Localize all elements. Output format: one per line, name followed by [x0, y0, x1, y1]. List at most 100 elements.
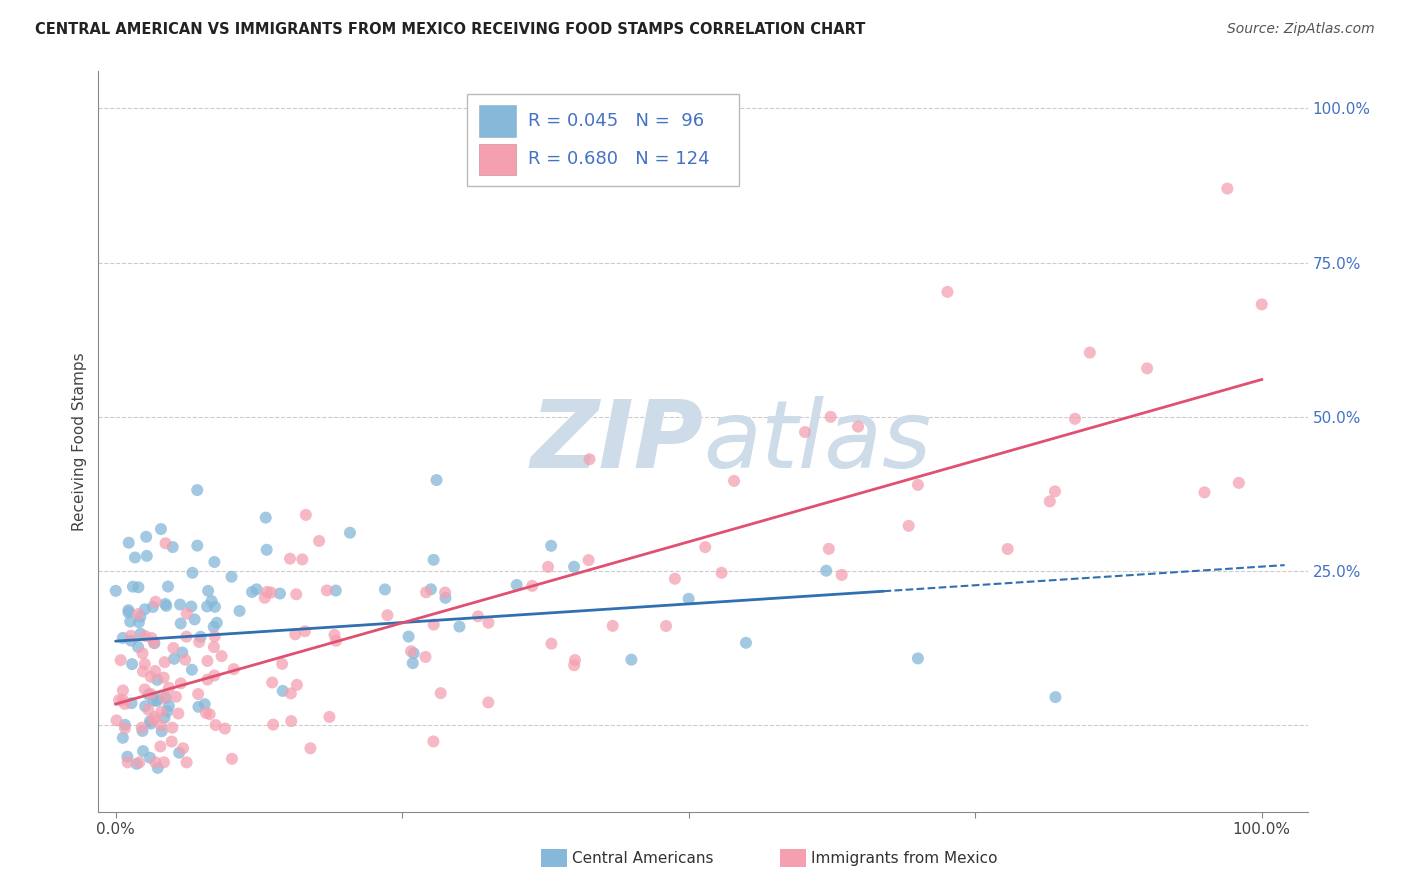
- Point: [149, 739, 172, 754]
- Point: [1136, 361, 1159, 376]
- Point: [710, 566, 733, 580]
- Point: [128, 756, 150, 770]
- Point: [132, 744, 155, 758]
- Point: [132, 665, 155, 679]
- Point: [146, 761, 169, 775]
- Point: [907, 478, 929, 492]
- Text: CENTRAL AMERICAN VS IMMIGRANTS FROM MEXICO RECEIVING FOOD STAMPS CORRELATION CHA: CENTRAL AMERICAN VS IMMIGRANTS FROM MEXI…: [35, 22, 866, 37]
- Point: [195, 599, 218, 614]
- Point: [145, 595, 167, 609]
- Point: [205, 615, 228, 630]
- Point: [127, 607, 149, 621]
- Point: [299, 741, 322, 756]
- Point: [186, 539, 208, 553]
- Point: [143, 636, 166, 650]
- Point: [278, 551, 301, 566]
- Point: [176, 607, 198, 621]
- Point: [1043, 484, 1066, 499]
- Point: [114, 697, 136, 711]
- Point: [134, 657, 156, 671]
- Point: [169, 598, 191, 612]
- Point: [522, 579, 544, 593]
- Point: [122, 580, 145, 594]
- Point: [202, 668, 225, 682]
- Point: [506, 578, 529, 592]
- Point: [294, 624, 316, 639]
- Point: [1045, 690, 1067, 705]
- Point: [170, 616, 193, 631]
- Point: [723, 474, 745, 488]
- Point: [181, 566, 204, 580]
- Point: [202, 640, 225, 654]
- Point: [285, 678, 308, 692]
- Point: [118, 535, 141, 549]
- Point: [149, 522, 172, 536]
- Point: [846, 419, 869, 434]
- Point: [190, 630, 212, 644]
- Point: [339, 525, 361, 540]
- Point: [187, 699, 209, 714]
- Point: [540, 637, 562, 651]
- Point: [125, 756, 148, 771]
- Point: [256, 585, 278, 599]
- Point: [399, 644, 422, 658]
- Point: [323, 628, 346, 642]
- Point: [422, 617, 444, 632]
- Point: [121, 657, 143, 672]
- Point: [285, 587, 308, 601]
- Point: [155, 599, 177, 613]
- Point: [425, 473, 447, 487]
- Point: [155, 690, 177, 705]
- Point: [162, 721, 184, 735]
- Point: [153, 655, 176, 669]
- Point: [111, 631, 134, 645]
- Point: [117, 756, 139, 770]
- Point: [420, 582, 443, 597]
- Point: [153, 711, 176, 725]
- Point: [114, 718, 136, 732]
- Point: [467, 609, 489, 624]
- Point: [253, 591, 276, 605]
- Point: [228, 604, 250, 618]
- Point: [269, 586, 291, 600]
- Point: [187, 687, 209, 701]
- Point: [374, 582, 396, 597]
- Text: ZIP: ZIP: [530, 395, 703, 488]
- Point: [131, 723, 153, 738]
- Point: [325, 583, 347, 598]
- Point: [114, 721, 136, 735]
- Point: [170, 676, 193, 690]
- Point: [110, 653, 132, 667]
- Point: [831, 568, 853, 582]
- Point: [202, 620, 225, 634]
- Point: [1227, 475, 1250, 490]
- Point: [195, 706, 218, 720]
- Point: [221, 570, 243, 584]
- Point: [156, 704, 179, 718]
- Point: [664, 572, 686, 586]
- Point: [129, 627, 152, 641]
- Point: [157, 681, 180, 695]
- Point: [134, 602, 156, 616]
- Point: [155, 597, 177, 611]
- Point: [280, 686, 302, 700]
- Point: [186, 483, 208, 497]
- Point: [117, 603, 139, 617]
- Text: Central Americans: Central Americans: [572, 851, 714, 865]
- Point: [146, 673, 169, 687]
- Point: [602, 619, 624, 633]
- Text: Immigrants from Mexico: Immigrants from Mexico: [811, 851, 998, 865]
- Point: [415, 649, 437, 664]
- Point: [434, 585, 457, 599]
- Point: [150, 705, 173, 719]
- Point: [120, 629, 142, 643]
- Point: [150, 718, 173, 732]
- Point: [817, 541, 839, 556]
- Point: [124, 550, 146, 565]
- Point: [308, 533, 330, 548]
- Point: [129, 609, 152, 624]
- Point: [188, 635, 211, 649]
- Point: [146, 692, 169, 706]
- Bar: [479, 144, 516, 175]
- Point: [254, 510, 277, 524]
